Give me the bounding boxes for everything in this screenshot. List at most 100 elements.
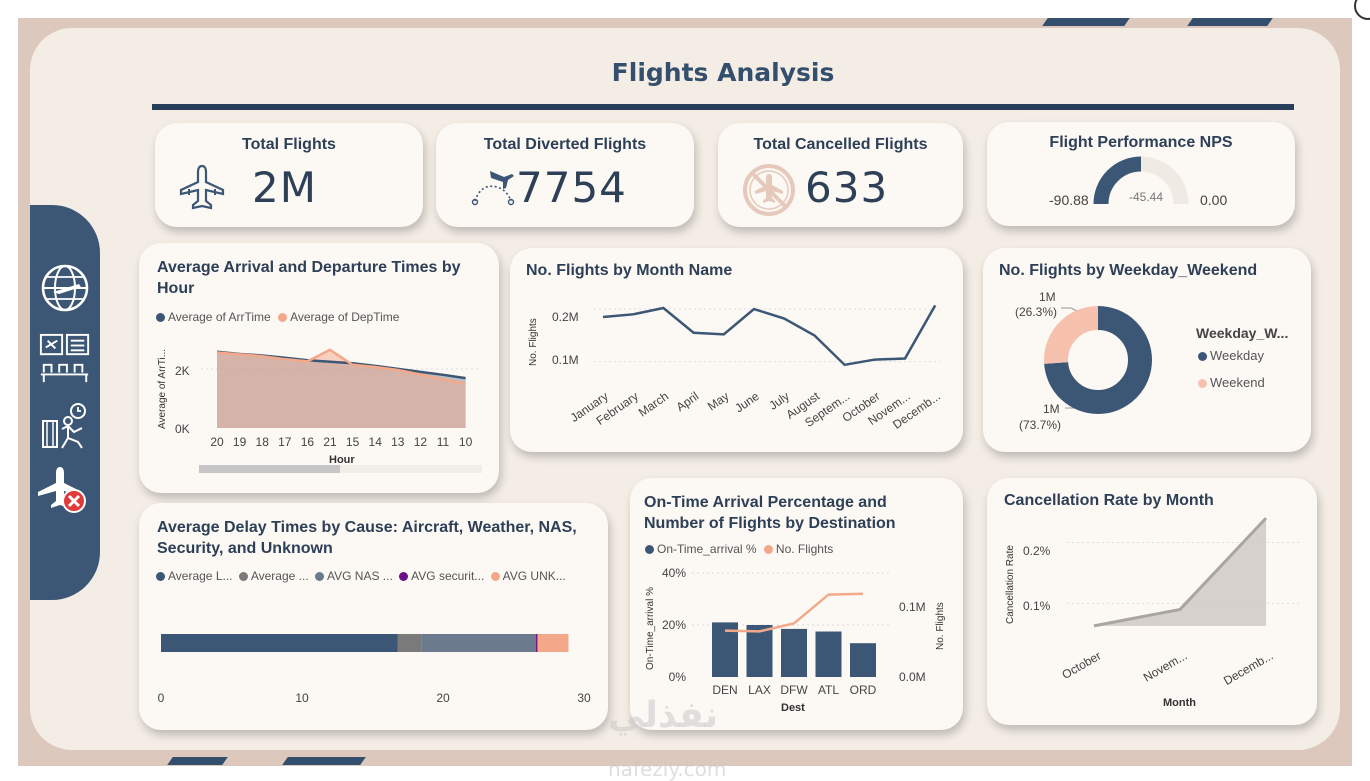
series-line-rate — [1093, 517, 1268, 628]
ontime-chart: On-Time_arrival % No. Flights 40% 20% 0%… — [645, 566, 946, 714]
series-line-deptime — [216, 348, 466, 385]
close-icon[interactable] — [1354, 0, 1370, 20]
y-tick-label: 0K — [175, 422, 190, 436]
x-axis-label: Dest — [781, 702, 805, 714]
y-tick-label: 0.1% — [1023, 599, 1051, 613]
chart-legend: Average L... Average ... AVG NAS ... AVG… — [156, 569, 566, 583]
y2-axis-label: No. Flights — [935, 602, 946, 650]
x-tick-label: June — [732, 389, 762, 416]
watermark-arabic: نفذلي — [608, 695, 719, 736]
x-tick-label: LAX — [748, 683, 771, 697]
globe-icon[interactable] — [38, 262, 92, 314]
legend-item[interactable]: Weekend — [1198, 375, 1265, 390]
gauge-max: 0.00 — [1200, 192, 1228, 208]
x-tick-label: 21 — [323, 435, 337, 449]
chart-title: No. Flights by Weekday_Weekend — [999, 262, 1258, 279]
airplane-icon — [177, 163, 227, 217]
flight-board-icon[interactable] — [38, 333, 92, 385]
y2-tick-label: 0.1M — [899, 600, 926, 614]
arr-dep-chart-card: Average Arrival and Departure Times by H… — [139, 243, 499, 493]
y-axis-label: Average of ArrTi... — [157, 349, 168, 429]
x-axis-label: Hour — [329, 454, 355, 466]
weekday-donut-chart: 1M (26.3%) 1M (73.7%) — [1015, 290, 1152, 432]
monthly-chart: No. Flights 0.2M 0.1M JanuaryFebruaryMar… — [528, 304, 943, 432]
legend-item[interactable]: Average ... — [238, 569, 309, 583]
legend-item[interactable]: AVG NAS ... — [315, 569, 393, 583]
legend-item[interactable]: Average of ArrTime — [156, 310, 271, 324]
legend-item[interactable]: Average of DepTime — [278, 310, 399, 324]
bar-dfw — [781, 628, 807, 677]
x-tick-label: 30 — [577, 691, 591, 705]
bar-ord — [850, 643, 876, 677]
gauge-value: -45.44 — [1129, 190, 1164, 204]
x-tick-label: 0 — [158, 691, 165, 705]
legend-item[interactable]: Average L... — [156, 569, 233, 583]
kpi-title: Total Diverted Flights — [483, 136, 647, 153]
bar-segment — [161, 634, 398, 652]
page-title: Flights Analysis — [611, 58, 835, 87]
legend-item[interactable]: No. Flights — [763, 542, 833, 556]
decor-stripe — [167, 757, 228, 765]
bar-segment — [537, 634, 569, 652]
data-label: (73.7%) — [1019, 418, 1061, 432]
nps-gauge-svg — [1093, 156, 1189, 205]
x-tick-label: 12 — [414, 435, 428, 449]
x-tick-label: 10 — [459, 435, 473, 449]
kpi-title: Total Flights — [242, 136, 336, 153]
kpi-value: 7754 — [516, 163, 627, 212]
flight-cancel-icon[interactable] — [38, 466, 92, 518]
gauge-min: -90.88 — [1049, 192, 1089, 208]
x-tick-label: April — [674, 389, 702, 414]
slice-weekend — [1044, 306, 1152, 414]
bar-atl — [815, 631, 842, 677]
x-tick-label: 16 — [301, 435, 315, 449]
y-tick-label: 40% — [662, 566, 686, 580]
x-tick-label: DEN — [712, 683, 737, 697]
chart-title: Cancellation Rate by Month — [1004, 492, 1214, 509]
x-tick-label: DFW — [780, 683, 808, 697]
route-icon — [470, 167, 516, 211]
bar-segment — [536, 634, 538, 652]
kpi-title: Total Cancelled Flights — [753, 136, 928, 153]
x-tick-label: Decemb... — [1221, 648, 1275, 687]
x-tick-label: 10 — [295, 691, 309, 705]
legend-item[interactable]: On-Time_arrival % — [645, 542, 757, 556]
bar-segment — [397, 634, 422, 652]
cancel-rate-chart: Cancellation Rate 0.2% 0.1% Month Octobe… — [1005, 517, 1302, 709]
x-tick-label: May — [705, 389, 732, 413]
x-tick-label: 19 — [233, 435, 247, 449]
x-axis-label: Month — [1163, 697, 1196, 709]
y-tick-label: 2K — [175, 364, 190, 378]
kpi-value: 2M — [252, 163, 317, 212]
arr-dep-chart: Average of ArrTi... 2K 0K Hour 20 19 18 17 1… — [157, 348, 479, 466]
cancel-rate-chart-card: Cancellation Rate by Month Cancellation … — [987, 478, 1317, 725]
delay-chart-card: Average Delay Times by Cause: Aircraft, … — [139, 503, 608, 730]
chart-title: No. Flights by Month Name — [526, 262, 733, 279]
x-tick-label: 17 — [278, 435, 292, 449]
series-area-deptime — [217, 349, 466, 428]
y2-tick-label: 0.0M — [899, 670, 926, 684]
legend-item[interactable]: AVG securit... — [399, 569, 484, 583]
bar-segment — [421, 634, 537, 652]
scrollbar-thumb[interactable] — [199, 465, 340, 473]
series-line-flights — [724, 592, 864, 633]
legend-item[interactable]: AVG UNK... — [490, 569, 566, 583]
legend-item[interactable]: Weekday — [1198, 348, 1264, 363]
chart-title: Average Delay Times by Cause: Aircraft, … — [157, 519, 577, 557]
x-tick-label: 20 — [436, 691, 450, 705]
x-tick-label: 14 — [369, 435, 383, 449]
series-line-flights — [602, 304, 937, 367]
delay-icon[interactable] — [38, 400, 92, 452]
monthly-chart-card: No. Flights by Month Name No. Flights 0.… — [510, 248, 963, 452]
scrollbar[interactable] — [199, 465, 482, 473]
ontime-chart-card: On-Time Arrival Percentage and Number of… — [630, 478, 963, 730]
y-axis-label: On-Time_arrival % — [645, 587, 656, 670]
decor-stripe — [1042, 18, 1130, 26]
x-tick-label: March — [636, 389, 671, 420]
delay-chart: 0 10 20 30 — [158, 634, 591, 705]
y-tick-label: 0.1M — [552, 353, 579, 367]
chart-title: On-Time Arrival Percentage and Number of… — [644, 494, 896, 532]
chart-legend: Average of ArrTime Average of DepTime — [156, 310, 399, 324]
chart-legend: On-Time_arrival % No. Flights — [645, 542, 833, 556]
x-tick-label: 18 — [256, 435, 270, 449]
